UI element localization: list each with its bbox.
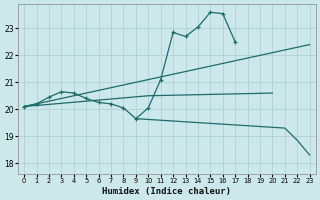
X-axis label: Humidex (Indice chaleur): Humidex (Indice chaleur) [102,187,231,196]
